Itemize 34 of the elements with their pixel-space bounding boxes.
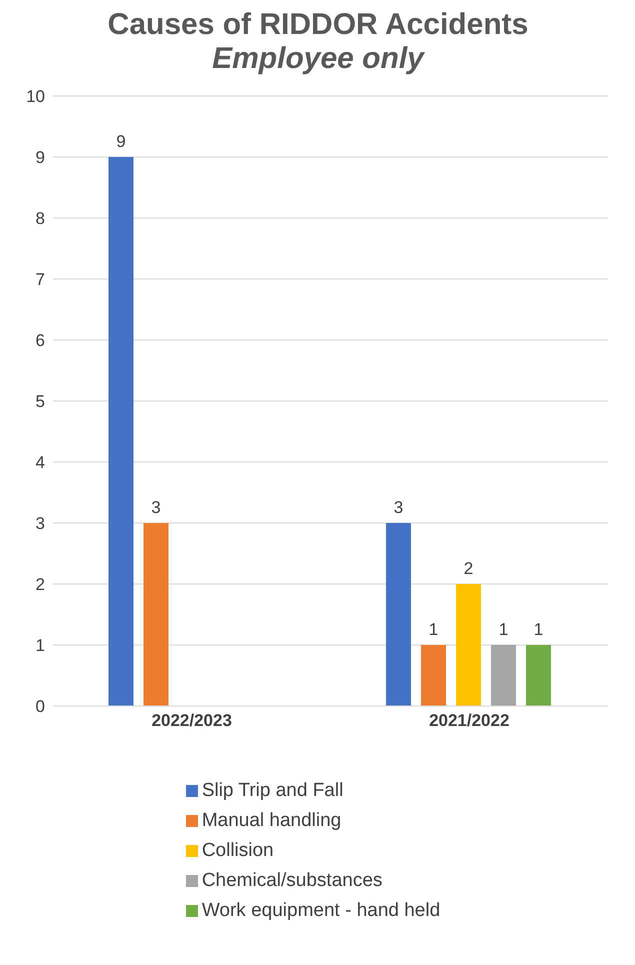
y-tick-label: 0 — [36, 697, 45, 716]
data-label: 2 — [464, 559, 474, 578]
bar — [456, 584, 481, 706]
data-label: 3 — [151, 498, 161, 517]
chart-subtitle: Employee only — [211, 42, 426, 76]
data-label: 1 — [428, 620, 438, 639]
bar — [491, 645, 516, 706]
data-label: 3 — [394, 498, 404, 517]
x-tick-label: 2021/2022 — [429, 711, 510, 730]
data-label: 1 — [498, 620, 508, 639]
bar — [144, 523, 168, 706]
y-tick-label: 5 — [36, 392, 45, 412]
legend-label: Collision — [202, 840, 274, 861]
bar — [526, 645, 551, 706]
y-tick-label: 6 — [36, 331, 45, 350]
y-tick-label: 9 — [36, 148, 45, 168]
data-label: 1 — [534, 620, 544, 639]
y-tick-label: 7 — [36, 270, 45, 290]
y-tick-label: 10 — [26, 87, 45, 106]
data-label: 9 — [116, 132, 126, 151]
y-tick-label: 1 — [36, 636, 45, 656]
x-tick-label: 2022/2023 — [152, 711, 232, 730]
y-tick-label: 8 — [36, 209, 45, 228]
bar — [108, 157, 134, 706]
legend-label: Chemical/substances — [202, 870, 382, 891]
y-tick-label: 2 — [36, 575, 45, 594]
y-tick-label: 3 — [36, 514, 45, 534]
y-tick-label: 4 — [36, 453, 45, 472]
bar — [421, 645, 446, 706]
legend-label: Work equipment - hand held — [202, 900, 440, 921]
chart-title: Causes of RIDDOR Accidents — [106, 8, 530, 42]
legend-label: Slip Trip and Fall — [202, 780, 344, 801]
bar — [386, 523, 411, 706]
legend-label: Manual handling — [202, 810, 342, 831]
